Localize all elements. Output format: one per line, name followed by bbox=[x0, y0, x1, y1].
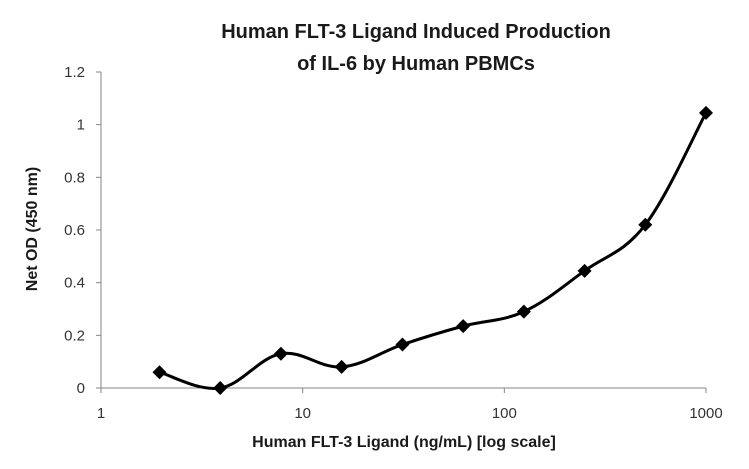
y-axis-title: Net OD (450 nm) bbox=[24, 167, 41, 291]
y-tick-label: 0.8 bbox=[64, 169, 85, 186]
data-point-diamond bbox=[152, 365, 167, 380]
y-tick-label: 0.2 bbox=[64, 327, 85, 344]
series-layer bbox=[152, 105, 713, 395]
x-tick-label: 100 bbox=[492, 405, 517, 422]
data-point-diamond bbox=[577, 263, 592, 278]
y-tick-label: 1 bbox=[77, 117, 85, 134]
data-point-diamond bbox=[516, 304, 531, 319]
y-tick-label: 0.4 bbox=[64, 275, 85, 292]
x-tick-label: 10 bbox=[294, 405, 311, 422]
x-tick-label: 1 bbox=[97, 405, 105, 422]
x-axis-ticks: 1 10 100 1000 bbox=[97, 388, 723, 422]
y-axis-ticks: 0 0.2 0.4 0.6 0.8 1 1.2 bbox=[64, 64, 101, 397]
data-point-diamond bbox=[213, 381, 228, 395]
chart-title-line-2: of IL-6 by Human PBMCs bbox=[297, 53, 535, 75]
y-tick-label: 1.2 bbox=[64, 64, 85, 81]
data-point-diamond bbox=[699, 105, 713, 120]
data-point-diamond bbox=[395, 337, 410, 352]
x-axis-title: Human FLT-3 Ligand (ng/mL) [log scale] bbox=[252, 434, 556, 451]
x-tick-label: 1000 bbox=[689, 405, 722, 422]
chart-title-line-1: Human FLT-3 Ligand Induced Production bbox=[221, 21, 611, 43]
y-tick-label: 0.6 bbox=[64, 222, 85, 239]
series-line bbox=[159, 112, 708, 390]
data-point-diamond bbox=[334, 359, 349, 374]
data-point-diamond bbox=[638, 217, 653, 232]
data-point-diamond bbox=[456, 319, 471, 334]
y-tick-label: 0 bbox=[77, 380, 85, 397]
data-point-diamond bbox=[273, 346, 288, 361]
